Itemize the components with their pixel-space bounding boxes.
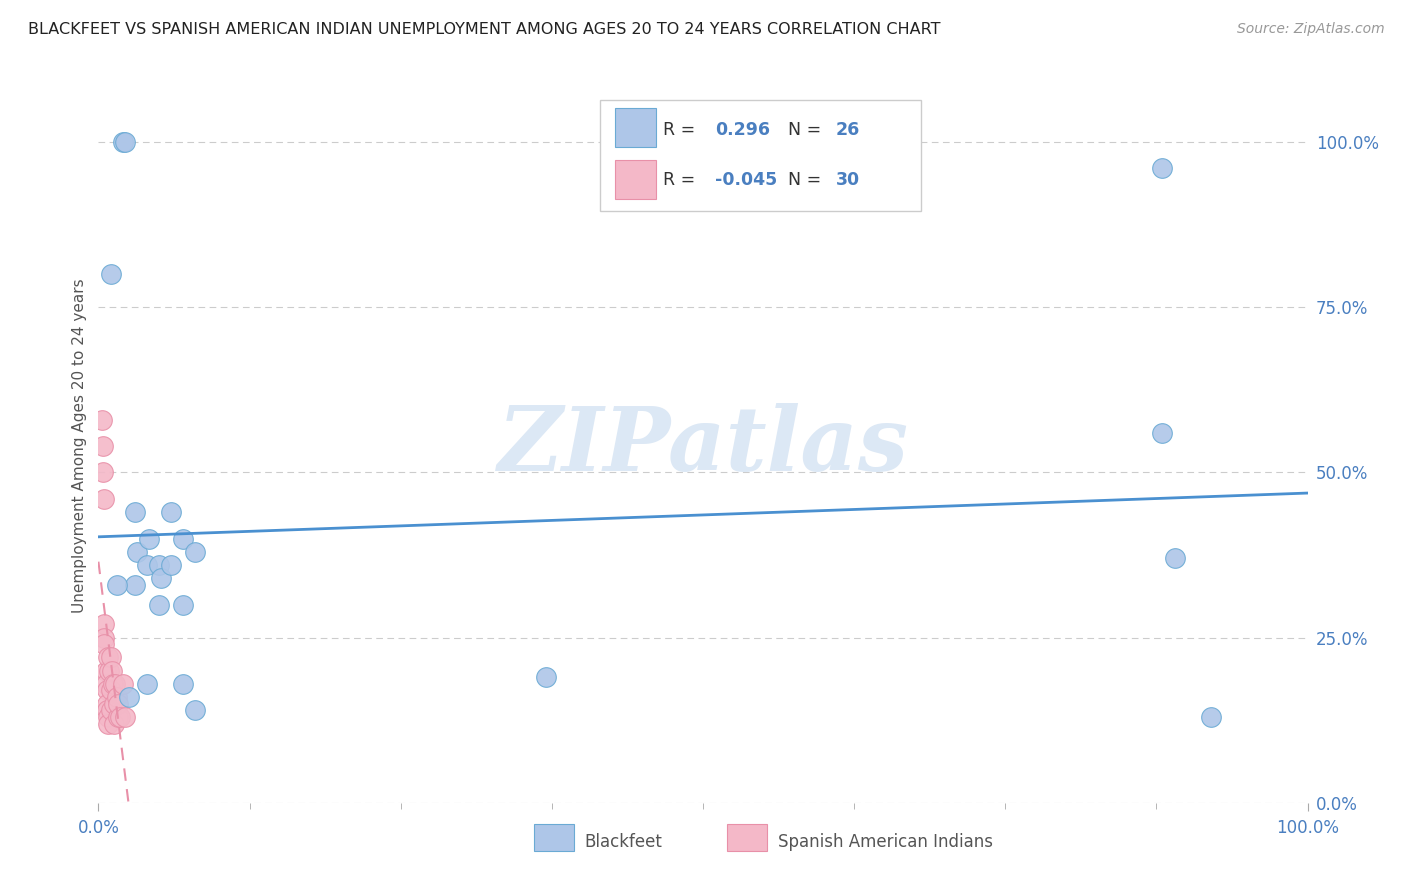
Point bbox=[104, 677, 127, 691]
Point bbox=[94, 664, 117, 678]
Point bbox=[100, 650, 122, 665]
Point bbox=[100, 703, 122, 717]
Text: R =: R = bbox=[664, 120, 700, 139]
Text: Spanish American Indians: Spanish American Indians bbox=[778, 833, 993, 851]
Point bbox=[103, 697, 125, 711]
Point bbox=[160, 505, 183, 519]
Point bbox=[107, 710, 129, 724]
Point bbox=[93, 617, 115, 632]
Point bbox=[98, 664, 121, 678]
Point bbox=[97, 716, 120, 731]
Point bbox=[172, 532, 194, 546]
Point bbox=[105, 690, 128, 704]
Text: N =: N = bbox=[787, 170, 827, 188]
Point bbox=[94, 677, 117, 691]
Point bbox=[96, 703, 118, 717]
Point bbox=[138, 532, 160, 546]
Point bbox=[1152, 425, 1174, 440]
Point bbox=[93, 637, 115, 651]
Text: -0.045: -0.045 bbox=[716, 170, 778, 188]
Point bbox=[124, 578, 146, 592]
Text: BLACKFEET VS SPANISH AMERICAN INDIAN UNEMPLOYMENT AMONG AGES 20 TO 24 YEARS CORR: BLACKFEET VS SPANISH AMERICAN INDIAN UNE… bbox=[28, 22, 941, 37]
Point bbox=[91, 412, 114, 426]
Point bbox=[135, 558, 157, 572]
Point bbox=[111, 677, 134, 691]
Point bbox=[111, 135, 134, 149]
Text: N =: N = bbox=[787, 120, 827, 139]
Point bbox=[1199, 710, 1222, 724]
Point bbox=[91, 466, 114, 480]
Point bbox=[105, 578, 128, 592]
FancyBboxPatch shape bbox=[614, 108, 657, 147]
Text: ZIPatlas: ZIPatlas bbox=[498, 403, 908, 489]
Text: 26: 26 bbox=[837, 120, 860, 139]
Point bbox=[96, 683, 118, 698]
Text: Source: ZipAtlas.com: Source: ZipAtlas.com bbox=[1237, 22, 1385, 37]
Point bbox=[534, 670, 557, 684]
Point bbox=[107, 697, 129, 711]
Point bbox=[124, 505, 146, 519]
Point bbox=[93, 631, 115, 645]
Point bbox=[172, 598, 194, 612]
Y-axis label: Unemployment Among Ages 20 to 24 years: Unemployment Among Ages 20 to 24 years bbox=[72, 278, 87, 614]
Point bbox=[184, 545, 207, 559]
Point bbox=[93, 491, 115, 506]
Text: 30: 30 bbox=[837, 170, 860, 188]
Text: Blackfeet: Blackfeet bbox=[585, 833, 662, 851]
Point bbox=[97, 650, 120, 665]
Point bbox=[160, 558, 183, 572]
Point bbox=[100, 683, 122, 698]
Point bbox=[172, 677, 194, 691]
FancyBboxPatch shape bbox=[614, 160, 657, 200]
Point bbox=[135, 677, 157, 691]
Point bbox=[114, 710, 136, 724]
Point bbox=[91, 439, 114, 453]
Point bbox=[100, 267, 122, 281]
Point bbox=[1152, 161, 1174, 176]
Point bbox=[103, 716, 125, 731]
FancyBboxPatch shape bbox=[727, 824, 768, 851]
Text: 0.296: 0.296 bbox=[716, 120, 770, 139]
Point bbox=[184, 703, 207, 717]
Text: R =: R = bbox=[664, 170, 700, 188]
Point bbox=[118, 690, 141, 704]
Point bbox=[150, 571, 173, 585]
Point bbox=[100, 664, 122, 678]
FancyBboxPatch shape bbox=[600, 100, 921, 211]
Point bbox=[127, 545, 149, 559]
FancyBboxPatch shape bbox=[534, 824, 574, 851]
Point bbox=[114, 135, 136, 149]
Point bbox=[97, 710, 120, 724]
Point bbox=[1163, 551, 1185, 566]
Point bbox=[108, 710, 131, 724]
Point bbox=[101, 677, 124, 691]
Point bbox=[148, 598, 170, 612]
Point bbox=[96, 697, 118, 711]
Point bbox=[148, 558, 170, 572]
